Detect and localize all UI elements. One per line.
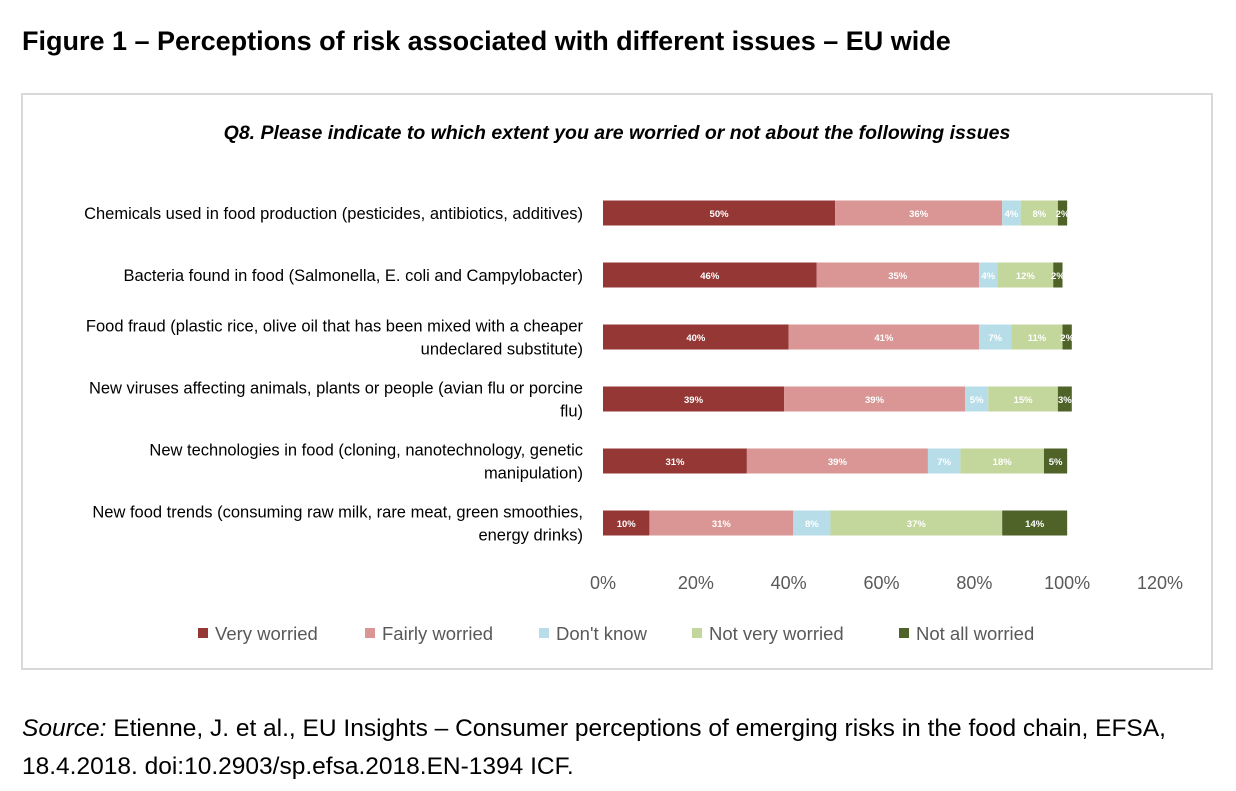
category-label: Bacteria found in food (Salmonella, E. c… bbox=[124, 267, 584, 285]
bar-fairly-worried bbox=[835, 200, 1003, 226]
bar-value-label: 7% bbox=[988, 333, 1002, 344]
category-label: flu) bbox=[560, 403, 583, 421]
legend-swatch bbox=[692, 628, 702, 638]
bar-value-label: 39% bbox=[684, 395, 704, 406]
category-label: New technologies in food (cloning, nanot… bbox=[149, 442, 583, 460]
bar-don-t-know bbox=[927, 448, 961, 474]
bar-very-worried bbox=[603, 262, 817, 288]
legend-label: Not all worried bbox=[916, 623, 1034, 644]
bar-not-all-worried bbox=[1057, 386, 1072, 412]
bar-value-label: 7% bbox=[937, 457, 951, 468]
bar-don-t-know bbox=[1002, 200, 1021, 226]
bar-value-label: 4% bbox=[981, 271, 995, 282]
bar-value-label: 11% bbox=[1028, 333, 1047, 344]
bar-value-label: 39% bbox=[865, 395, 885, 406]
bar-value-label: 36% bbox=[909, 209, 929, 220]
legend-swatch bbox=[365, 628, 375, 638]
bar-not-all-worried bbox=[1057, 200, 1068, 226]
stacked-bar-chart: Q8. Please indicate to which extent you … bbox=[84, 122, 1183, 644]
bar-don-t-know bbox=[965, 386, 989, 412]
bar-very-worried bbox=[603, 324, 789, 350]
legend-label: Very worried bbox=[215, 623, 318, 644]
bar-very-worried bbox=[603, 510, 650, 536]
bar-value-label: 46% bbox=[700, 271, 720, 282]
x-tick-label: 40% bbox=[771, 573, 807, 593]
bar-value-label: 39% bbox=[828, 457, 848, 468]
x-tick-label: 60% bbox=[863, 573, 899, 593]
bar-very-worried bbox=[603, 200, 836, 226]
x-tick-label: 20% bbox=[678, 573, 714, 593]
bar-value-label: 40% bbox=[686, 333, 706, 344]
bar-not-very-worried bbox=[960, 448, 1044, 474]
figure-title: Figure 1 – Perceptions of risk associate… bbox=[22, 26, 951, 56]
category-label: New food trends (consuming raw milk, rar… bbox=[92, 504, 583, 522]
bar-value-label: 8% bbox=[1032, 209, 1046, 220]
bar-not-very-worried bbox=[997, 262, 1054, 288]
bar-value-label: 35% bbox=[888, 271, 908, 282]
x-tick-label: 0% bbox=[590, 573, 616, 593]
x-tick-label: 120% bbox=[1137, 573, 1183, 593]
bar-value-label: 31% bbox=[665, 457, 685, 468]
chart-title: Q8. Please indicate to which extent you … bbox=[224, 122, 1011, 144]
bar-value-label: 3% bbox=[1058, 395, 1072, 406]
bar-value-label: 37% bbox=[907, 519, 927, 530]
category-label: manipulation) bbox=[484, 465, 583, 483]
bar-value-label: 10% bbox=[617, 519, 637, 530]
bar-value-label: 5% bbox=[970, 395, 984, 406]
bar-fairly-worried bbox=[784, 386, 966, 412]
category-label: energy drinks) bbox=[478, 527, 583, 545]
source-text: Etienne, J. et al., EU Insights – Consum… bbox=[22, 715, 1166, 780]
bar-not-all-worried bbox=[1002, 510, 1068, 536]
bar-value-label: 8% bbox=[805, 519, 819, 530]
bar-fairly-worried bbox=[816, 262, 979, 288]
source-label: Source: bbox=[22, 715, 107, 742]
bar-value-label: 12% bbox=[1016, 271, 1036, 282]
legend-label: Not very worried bbox=[709, 623, 844, 644]
bar-fairly-worried bbox=[649, 510, 794, 536]
category-label: undeclared substitute) bbox=[421, 341, 583, 359]
source-note: Source: Etienne, J. et al., EU Insights … bbox=[22, 710, 1222, 786]
x-tick-label: 80% bbox=[956, 573, 992, 593]
legend-label: Don't know bbox=[556, 623, 648, 644]
bar-not-very-worried bbox=[830, 510, 1003, 536]
bar-value-label: 50% bbox=[710, 209, 730, 220]
legend-swatch bbox=[539, 628, 549, 638]
bar-value-label: 31% bbox=[712, 519, 732, 530]
bar-value-label: 15% bbox=[1014, 395, 1034, 406]
bar-value-label: 41% bbox=[874, 333, 894, 344]
legend-swatch bbox=[899, 628, 909, 638]
bar-not-all-worried bbox=[1043, 448, 1068, 474]
x-tick-label: 100% bbox=[1044, 573, 1090, 593]
category-label: New viruses affecting animals, plants or… bbox=[89, 380, 583, 398]
bar-not-very-worried bbox=[1020, 200, 1058, 226]
bar-value-label: 18% bbox=[993, 457, 1013, 468]
category-label: Food fraud (plastic rice, olive oil that… bbox=[86, 318, 584, 336]
bar-very-worried bbox=[603, 386, 785, 412]
bar-not-very-worried bbox=[988, 386, 1058, 412]
bar-not-very-worried bbox=[1011, 324, 1063, 350]
bar-value-label: 14% bbox=[1025, 519, 1045, 530]
bar-not-all-worried bbox=[1062, 324, 1072, 350]
bar-value-label: 4% bbox=[1005, 209, 1019, 220]
legend-swatch bbox=[198, 628, 208, 638]
bar-don-t-know bbox=[978, 324, 1012, 350]
bar-don-t-know bbox=[793, 510, 831, 536]
bar-not-all-worried bbox=[1053, 262, 1063, 288]
legend-label: Fairly worried bbox=[382, 623, 493, 644]
bar-don-t-know bbox=[978, 262, 998, 288]
bar-value-label: 5% bbox=[1049, 457, 1063, 468]
bar-fairly-worried bbox=[788, 324, 979, 350]
chart-frame: Q8. Please indicate to which extent you … bbox=[21, 93, 1213, 670]
bar-very-worried bbox=[603, 448, 747, 474]
category-label: Chemicals used in food production (pesti… bbox=[84, 205, 583, 223]
bar-fairly-worried bbox=[746, 448, 928, 474]
bar-value-label: 2% bbox=[1056, 209, 1070, 220]
bar-value-label: 2% bbox=[1051, 271, 1065, 282]
bar-value-label: 2% bbox=[1060, 333, 1074, 344]
